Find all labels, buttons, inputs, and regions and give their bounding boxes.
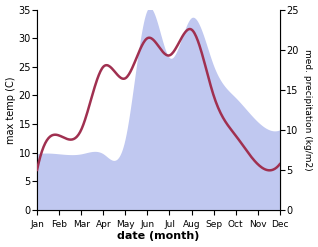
X-axis label: date (month): date (month)	[117, 231, 200, 242]
Y-axis label: med. precipitation (kg/m2): med. precipitation (kg/m2)	[303, 49, 313, 171]
Y-axis label: max temp (C): max temp (C)	[5, 76, 16, 144]
